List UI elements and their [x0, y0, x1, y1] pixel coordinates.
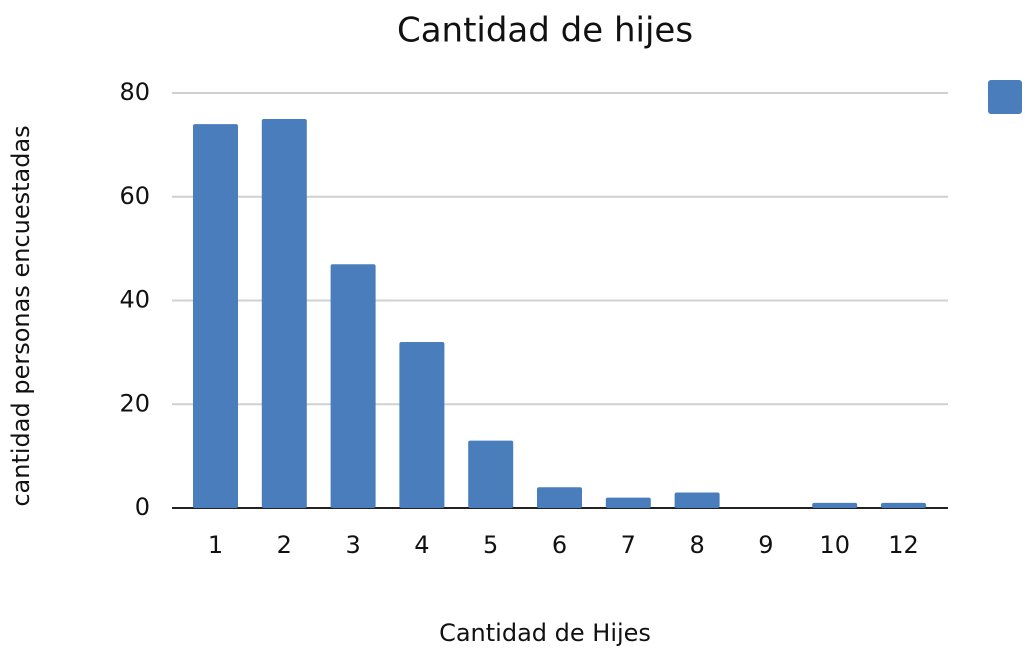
- bar: [330, 264, 376, 508]
- x-tick-label: 4: [414, 531, 429, 559]
- bar: [674, 492, 720, 508]
- bar: [261, 118, 307, 508]
- bar: [193, 124, 238, 508]
- bar: [881, 502, 926, 508]
- x-tick-label: 12: [888, 531, 919, 559]
- legend-swatch: [988, 80, 1022, 114]
- y-axis-title: cantidad personas encuestadas: [7, 125, 35, 506]
- x-tick-label: 9: [758, 531, 773, 559]
- x-tick-label: 3: [345, 531, 360, 559]
- x-tick-label: 5: [483, 531, 498, 559]
- bar: [537, 487, 582, 508]
- x-axis-title: Cantidad de Hijes: [439, 619, 651, 647]
- y-tick-label: 80: [119, 78, 150, 106]
- x-tick-label: 2: [277, 531, 292, 559]
- bar: [399, 342, 445, 508]
- bar: [812, 502, 858, 508]
- y-tick-label: 60: [119, 182, 150, 210]
- y-tick-label: 40: [119, 286, 150, 314]
- x-tick-label: 7: [621, 531, 636, 559]
- y-tick-label: 0: [135, 493, 150, 521]
- x-tick-label: 10: [819, 531, 850, 559]
- bar: [468, 440, 514, 508]
- x-tick-label: 1: [208, 531, 223, 559]
- x-tick-label: 8: [689, 531, 704, 559]
- x-tick-label: 6: [552, 531, 567, 559]
- bar: [605, 497, 651, 508]
- y-tick-label: 20: [119, 389, 150, 417]
- chart-title: Cantidad de hijes: [397, 11, 693, 51]
